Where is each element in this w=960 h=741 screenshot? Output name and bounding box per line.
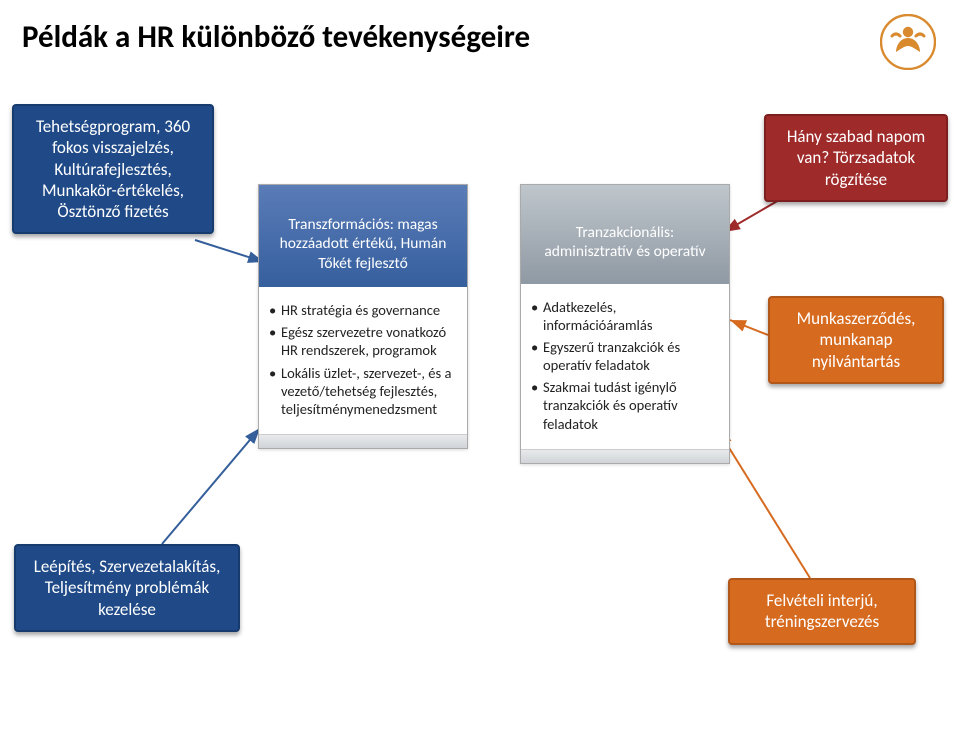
card-transactional-item: Adatkezelés, információáramlás [529, 298, 721, 334]
card-transformational-item: Lokális üzlet-, szervezet-, és a vezető/… [267, 364, 459, 418]
card-footer [259, 434, 467, 448]
card-transactional-item: Egyszerű tranzakciók és operatív feladat… [529, 338, 721, 374]
callout-bottom-right: Felvételi interjú, tréningszervezés [728, 578, 916, 645]
page-title: Példák a HR különböző tevékenységeire [22, 18, 530, 56]
card-transactional-item: Szakmai tudást igénylő tranzakciók és op… [529, 378, 721, 432]
callout-top-left: Tehetségprogram, 360 fokos visszajelzés,… [12, 104, 214, 234]
card-transactional: Tranzakcionális: adminisztratív és opera… [520, 184, 730, 464]
card-transformational-body: HR stratégia és governance Egész szervez… [259, 287, 467, 434]
card-transformational-header: Transzformációs: magas hozzáadott értékű… [259, 185, 467, 287]
card-transactional-body: Adatkezelés, információáramlás Egyszerű … [521, 284, 729, 449]
callout-right-orange: Munkaszerződés, munkanap nyilvántartás [768, 296, 944, 384]
card-transformational: Transzformációs: magas hozzáadott értékű… [258, 184, 468, 449]
card-footer [521, 449, 729, 463]
callout-top-right: Hány szabad napom van? Törzsadatok rögzí… [764, 114, 948, 202]
card-transformational-item: HR stratégia és governance [267, 301, 459, 319]
card-transactional-header: Tranzakcionális: adminisztratív és opera… [521, 185, 729, 284]
callout-bottom-left: Leépítés, Szervezetalakítás, Teljesítmén… [14, 544, 240, 632]
card-transformational-item: Egész szervezetre vonatkozó HR rendszere… [267, 323, 459, 359]
organization-logo-icon [880, 14, 936, 70]
